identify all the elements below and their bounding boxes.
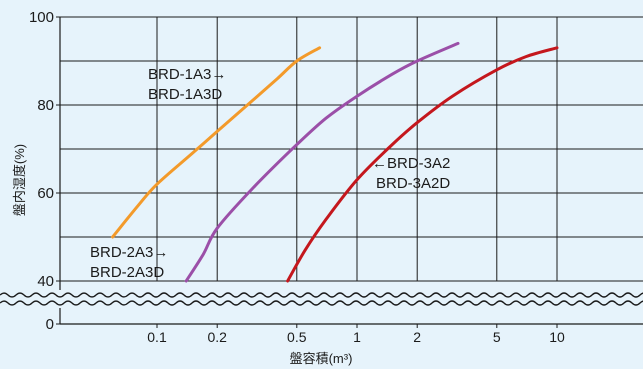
series-brd-2a3-label: BRD-2A3→ bbox=[90, 244, 168, 261]
series-brd-3a2-label: BRD-3A2D bbox=[376, 175, 450, 192]
x-tick-label: 10 bbox=[549, 329, 565, 345]
series-brd-3a2-line bbox=[286, 46, 559, 283]
x-tick-label: 0.5 bbox=[287, 329, 307, 345]
y-tick-label: 0 bbox=[46, 316, 54, 333]
y-tick-label: 40 bbox=[37, 273, 54, 290]
series-brd-2a3-line bbox=[184, 41, 460, 283]
x-tick-label: 0.2 bbox=[207, 329, 227, 345]
series-brd-1a3-line bbox=[111, 46, 322, 239]
y-axis-label: 盤内湿度(%) bbox=[12, 144, 27, 216]
x-tick-label: 1 bbox=[353, 329, 361, 345]
x-axis-label: 盤容積(m³) bbox=[290, 351, 353, 366]
series-brd-1a3-label: BRD-1A3D bbox=[148, 86, 222, 103]
x-tick-label: 0.1 bbox=[147, 329, 167, 345]
x-tick-label: 2 bbox=[413, 329, 421, 345]
y-tick-label: 100 bbox=[29, 9, 54, 26]
series-brd-3a2-label: ←BRD-3A2 bbox=[372, 155, 450, 172]
axis-break-wave-bottom bbox=[0, 300, 643, 306]
y-tick-label: 80 bbox=[37, 97, 54, 114]
series-brd-1a3-label: BRD-1A3→ bbox=[148, 66, 226, 83]
axis-break-wave-top bbox=[0, 292, 643, 298]
x-tick-label: 5 bbox=[493, 329, 501, 345]
series-brd-2a3-label: BRD-2A3D bbox=[90, 264, 164, 281]
y-tick-label: 60 bbox=[37, 185, 54, 202]
